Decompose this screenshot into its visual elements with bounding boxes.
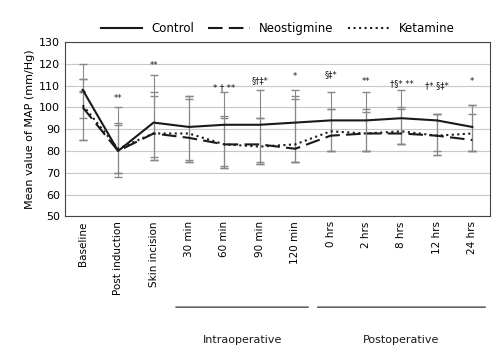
Text: **: **: [114, 94, 122, 103]
Y-axis label: Mean value of MAP (mm/Hg): Mean value of MAP (mm/Hg): [25, 49, 35, 209]
Text: §†‡*: §†‡*: [252, 76, 268, 86]
Text: Intraoperative: Intraoperative: [202, 335, 282, 345]
Text: * † **: * † **: [213, 83, 236, 92]
Text: **: **: [78, 90, 87, 98]
Text: Postoperative: Postoperative: [364, 335, 440, 345]
Text: §‡*: §‡*: [324, 70, 337, 79]
Text: *: *: [293, 72, 298, 81]
Text: *: *: [470, 76, 474, 86]
Text: **: **: [150, 61, 158, 70]
Legend: Control, Neostigmine, Ketamine: Control, Neostigmine, Ketamine: [96, 18, 459, 40]
Text: †* §‡*: †* §‡*: [425, 81, 448, 90]
Text: †§* **: †§* **: [390, 79, 413, 88]
Text: **: **: [362, 76, 370, 86]
